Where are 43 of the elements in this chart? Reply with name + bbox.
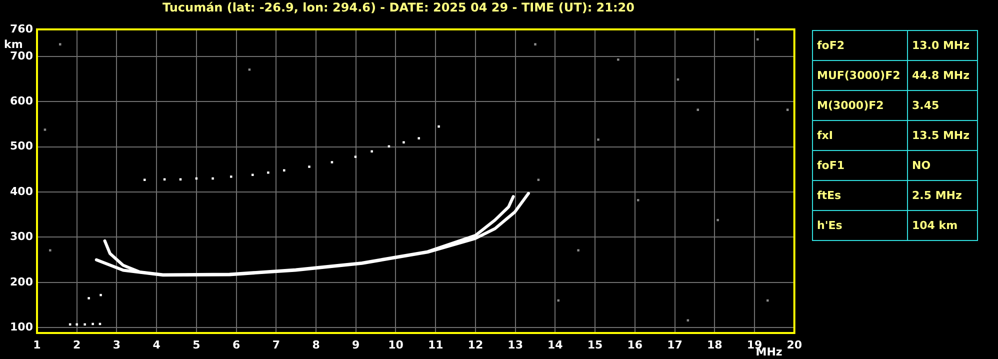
text: 13.0 MHz: [908, 30, 978, 60]
y-tick-label: 300: [10, 230, 34, 244]
x-tick-label: 18: [706, 338, 722, 352]
text: ftEs: [812, 180, 908, 210]
x-tick-label: 6: [232, 338, 240, 352]
x-tick-label: 9: [352, 338, 360, 352]
text: 44.8 MHz: [908, 60, 978, 90]
x-tick-label: 13: [508, 338, 523, 352]
text: 2.5 MHz: [908, 180, 978, 210]
x-tick-label: 20: [786, 338, 802, 352]
text: foF2: [812, 30, 908, 60]
text: foF1: [812, 150, 908, 180]
x-tick-label: 12: [468, 338, 484, 352]
x-tick-label: 17: [667, 338, 682, 352]
y-tick-label: 760: [10, 22, 34, 36]
text: 104 km: [908, 210, 978, 240]
text: 3.45: [908, 90, 978, 120]
text: 13.5 MHz: [908, 120, 978, 150]
x-tick-label: 16: [627, 338, 643, 352]
x-tick-label: 8: [312, 338, 320, 352]
chart-title: Tucumán (lat: -26.9, lon: 294.6) - DATE: 2025 04 29 - TIME (UT): 21:20: [162, 0, 634, 14]
y-tick-label: 400: [10, 184, 34, 198]
text: NO: [908, 150, 978, 180]
x-tick-label: 4: [152, 338, 161, 352]
y-tick-label: 600: [10, 94, 34, 108]
x-tick-label: 14: [548, 338, 564, 352]
text: h'Es: [812, 210, 908, 240]
y-tick-label: 100: [10, 320, 34, 334]
y-axis-title: km: [4, 38, 23, 51]
y-tick-label: 500: [10, 140, 34, 153]
y-tick-label: 200: [10, 275, 34, 288]
text: MUF(3000)F2: [812, 60, 908, 90]
x-tick-label: 7: [272, 338, 280, 352]
x-tick-label: 1: [33, 338, 41, 352]
x-tick-label: 3: [112, 338, 121, 352]
text: fxI: [812, 120, 908, 150]
x-tick-label: 11: [428, 338, 444, 352]
x-tick-label: 15: [587, 338, 603, 352]
x-tick-label: 2: [73, 338, 81, 352]
x-tick-label: 5: [192, 338, 200, 352]
text: M(3000)F2: [812, 90, 908, 120]
y-tick-label: 700: [10, 49, 34, 62]
x-tick-label: 10: [388, 338, 404, 352]
